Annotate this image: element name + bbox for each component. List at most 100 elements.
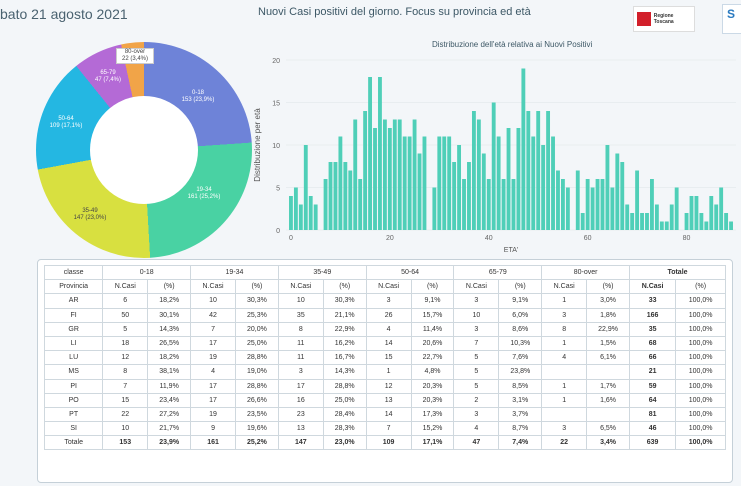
histogram-bar — [684, 213, 689, 230]
age-donut-chart[interactable]: 0-18 153 (23,9%) 19-34 161 (25,2%) 35-49 14… — [36, 42, 252, 258]
table-cell: 18 — [102, 335, 149, 352]
table-cell: 7 — [102, 378, 149, 394]
table-row: LI 18 26,5% 17 25,0% 11 16,2% 14 20,6% 7 10,3% 1 1,5… — [43, 335, 726, 352]
table-cell: 1,5% — [586, 335, 630, 352]
slice-label-19-34: 19-34 161 (25,2%) — [187, 187, 221, 200]
table-cell: 28,8% — [234, 378, 279, 394]
histogram-bar — [694, 196, 699, 230]
histogram-bar — [333, 162, 338, 230]
table-cell: 22,7% — [410, 350, 455, 366]
sub-header-cell: (%) — [147, 279, 192, 295]
table-cell: 14,3% — [147, 321, 192, 337]
table-cell: 16,7% — [322, 350, 367, 366]
histogram-bar — [353, 119, 358, 230]
table-cell: 22,9% — [322, 321, 367, 337]
table-cell: 33 — [628, 293, 677, 309]
total-cell: 100,0% — [675, 435, 726, 451]
group-header-row: classe 0-18 19-34 35-49 50-64 65-79 80-over Tot… — [43, 264, 726, 281]
x-tick-label: 80 — [683, 235, 691, 242]
table-cell: 16,2% — [322, 335, 367, 352]
table-cell: 11,9% — [147, 378, 192, 394]
sub-header-cell: N.Casi — [628, 279, 677, 295]
total-cell: 17,1% — [410, 435, 455, 451]
table-cell: 7 — [453, 335, 500, 352]
histogram-bar — [496, 136, 501, 230]
secondary-logo[interactable]: S — [722, 4, 741, 34]
total-cell: 109 — [365, 435, 412, 451]
table-cell: 15,2% — [410, 421, 455, 437]
table-cell: FI — [43, 307, 104, 323]
histogram-bar — [511, 179, 516, 230]
table-cell: 11 — [277, 335, 324, 352]
table-cell: 1,8% — [586, 307, 630, 323]
sub-header-cell: (%) — [498, 279, 543, 295]
histogram-bar — [526, 111, 531, 230]
table-cell: 11,4% — [410, 321, 455, 337]
table-row: MS 8 38,1% 4 19,0% 3 14,3% 1 4,8% 5 23,8% 21 100,0% — [43, 364, 726, 380]
histogram-bar — [709, 196, 714, 230]
table-cell: 28,8% — [322, 378, 367, 394]
table-cell: 2 — [453, 392, 500, 408]
table-cell: 12 — [102, 350, 149, 366]
histogram-bar — [600, 179, 605, 230]
table-cell: 100,0% — [675, 392, 726, 408]
table-cell: 17 — [190, 378, 236, 394]
histogram-bar — [313, 204, 318, 230]
histogram-bar — [585, 179, 590, 230]
table-cell: 30,3% — [322, 293, 367, 309]
histogram-title: Distribuzione dell'età relativa ai Nuovi… — [432, 40, 593, 49]
table-cell: 100,0% — [675, 321, 726, 337]
histogram-bar — [298, 204, 303, 230]
x-tick-label: 20 — [386, 235, 394, 242]
group-header-cell: 80-over — [541, 264, 630, 281]
table-cell: 3 — [453, 406, 500, 423]
table-row: PI 7 11,9% 17 28,8% 17 28,8% 12 20,3% 5 8,5% 1 1,7% 5… — [43, 378, 726, 394]
histogram-bar — [397, 119, 402, 230]
histogram-bar — [373, 128, 377, 230]
y-tick-label: 20 — [272, 58, 280, 65]
table-cell: 15 — [365, 350, 412, 366]
age-histogram[interactable]: 0 5 10 15 20 0 20 40 60 80 ETA' Distribuzione per e… — [250, 50, 741, 260]
table-cell: 23,4% — [147, 392, 192, 408]
table-cell: 14 — [365, 406, 412, 423]
total-cell: 639 — [628, 435, 677, 451]
table-cell: 100,0% — [675, 350, 726, 366]
histogram-bar — [565, 187, 570, 230]
table-cell: 68 — [628, 335, 677, 352]
table-cell: 42 — [190, 307, 236, 323]
histogram-bar — [575, 170, 580, 230]
histogram-bar — [422, 136, 427, 230]
table-cell: 20,3% — [410, 392, 455, 408]
table-cell — [586, 364, 630, 380]
total-cell: 153 — [102, 435, 149, 451]
histogram-bar — [481, 153, 486, 230]
table-cell: 13 — [277, 421, 324, 437]
histogram-bar — [293, 187, 298, 230]
sub-header-cell: (%) — [410, 279, 455, 295]
histogram-bar — [501, 179, 506, 230]
table-cell: 20,0% — [234, 321, 279, 337]
histogram-bar — [471, 111, 476, 230]
regione-toscana-logo[interactable]: Regione Toscana — [633, 6, 695, 32]
y-tick-label: 15 — [272, 101, 280, 108]
table-cell: 3 — [453, 321, 500, 337]
table-cell: 6,0% — [498, 307, 543, 323]
table-cell: 3,0% — [586, 293, 630, 309]
table-cell: LI — [43, 335, 104, 352]
date-label: bato 21 agosto 2021 — [0, 6, 128, 22]
histogram-bar — [343, 162, 348, 230]
histogram-bar — [724, 213, 729, 230]
sub-header-cell: Provincia — [43, 279, 104, 295]
histogram-bar — [412, 119, 417, 230]
table-cell: 35 — [628, 321, 677, 337]
histogram-bar — [590, 187, 595, 230]
table-cell: 13 — [365, 392, 412, 408]
slice-label-65-79: 65-79 47 (7,4%) — [94, 70, 121, 83]
table-cell: 100,0% — [675, 364, 726, 380]
histogram-bar — [506, 128, 511, 230]
slice-label-35-49: 35-49 147 (23,0%) — [73, 208, 107, 221]
table-cell: 19,6% — [234, 421, 279, 437]
table-cell: 9,1% — [410, 293, 455, 309]
x-tick-label: 40 — [485, 235, 493, 242]
table-cell: 28,3% — [322, 421, 367, 437]
